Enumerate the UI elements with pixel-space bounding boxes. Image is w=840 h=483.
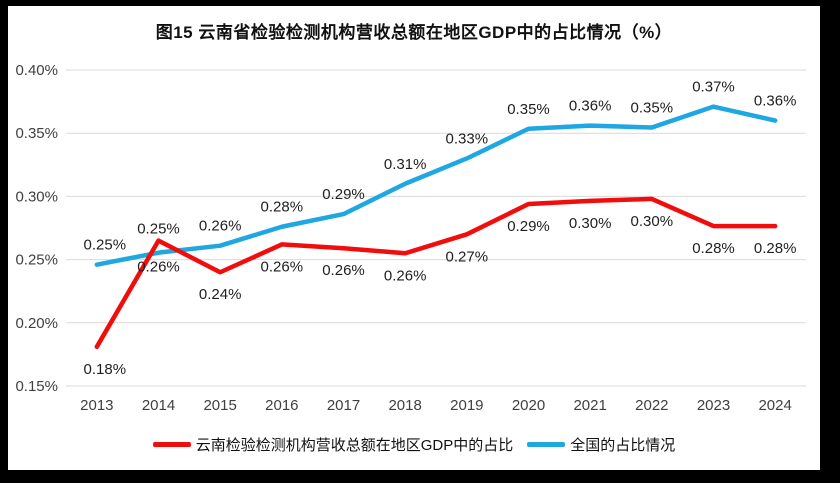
x-axis-tick-label: 2014 — [142, 397, 175, 414]
legend-item-national: 全国的占比情况 — [527, 434, 675, 455]
x-axis-tick-label: 2016 — [265, 397, 298, 414]
data-label: 0.26% — [261, 258, 304, 275]
x-axis-tick-label: 2017 — [327, 397, 360, 414]
data-label: 0.31% — [384, 156, 427, 173]
y-axis-tick-label: 0.35% — [15, 125, 58, 142]
data-label: 0.27% — [446, 248, 489, 265]
legend-label: 全国的占比情况 — [570, 437, 676, 454]
y-axis-tick-label: 0.30% — [15, 188, 58, 205]
x-axis-tick-label: 2024 — [758, 397, 791, 414]
line-chart-canvas: 0.40% 0.35% 0.30% 0.25% 0.20% 0.15% 2013 2014 20… — [15, 62, 806, 414]
data-label: 0.30% — [631, 213, 674, 230]
data-label: 0.24% — [199, 286, 242, 303]
data-label: 0.36% — [569, 98, 612, 115]
data-label: 0.28% — [692, 240, 735, 257]
x-axis-tick-label: 2019 — [450, 397, 483, 414]
x-axis-tick-label: 2018 — [388, 397, 421, 414]
data-label: 0.36% — [754, 93, 797, 110]
data-label: 0.26% — [384, 267, 427, 284]
legend-label: 云南检验检测机构营收总额在地区GDP中的占比 — [195, 437, 514, 454]
data-label: 0.18% — [84, 361, 127, 378]
legend-line-swatch-red — [152, 442, 191, 447]
legend-line-swatch-blue — [527, 442, 566, 447]
chart-legend: 云南检验检测机构营收总额在地区GDP中的占比 全国的占比情况 — [8, 434, 820, 455]
y-axis-tick-label: 0.25% — [15, 252, 58, 269]
data-label: 0.26% — [199, 218, 242, 235]
data-label: 0.26% — [137, 259, 180, 276]
y-axis-tick-label: 0.40% — [15, 62, 58, 79]
x-axis-tick-label: 2021 — [573, 397, 606, 414]
data-label: 0.26% — [322, 262, 365, 279]
data-label: 0.28% — [754, 240, 797, 257]
chart-panel: 图15 云南省检验检测机构营收总额在地区GDP中的占比情况（%） 0.40% 0.… — [8, 6, 820, 470]
series-line-national — [94, 104, 778, 267]
x-axis-tick-label: 2013 — [80, 397, 113, 414]
data-label: 0.33% — [446, 130, 489, 147]
legend-item-yunnan: 云南检验检测机构营收总额在地区GDP中的占比 — [152, 434, 514, 455]
data-label: 0.37% — [692, 79, 735, 96]
data-label: 0.35% — [507, 101, 550, 118]
x-axis-tick-label: 2022 — [635, 397, 668, 414]
y-axis-tick-label: 0.15% — [15, 378, 58, 395]
x-axis-tick-label: 2020 — [512, 397, 545, 414]
x-axis-tick-label: 2015 — [203, 397, 236, 414]
data-label: 0.35% — [631, 100, 674, 117]
x-axis-tick-label: 2023 — [697, 397, 730, 414]
series-line-yunnan — [94, 196, 778, 350]
y-axis-tick-label: 0.20% — [15, 315, 58, 332]
data-label: 0.25% — [84, 237, 127, 254]
data-label: 0.30% — [569, 215, 612, 232]
data-label: 0.28% — [261, 199, 304, 216]
chart-title: 图15 云南省检验检测机构营收总额在地区GDP中的占比情况（%） — [155, 23, 673, 42]
data-label: 0.25% — [137, 221, 180, 238]
data-label: 0.29% — [507, 218, 550, 235]
data-label: 0.29% — [322, 186, 365, 203]
